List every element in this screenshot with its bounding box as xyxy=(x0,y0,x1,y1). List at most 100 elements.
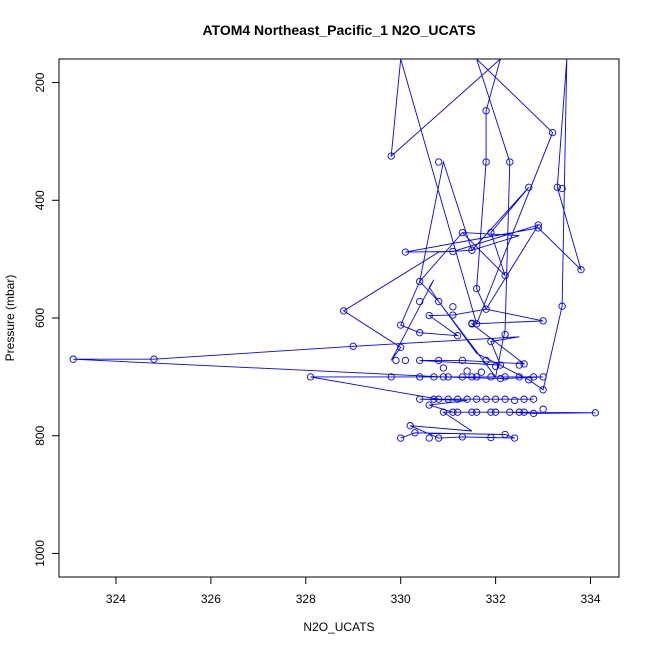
data-point xyxy=(491,362,500,370)
data-point xyxy=(529,409,538,418)
data-point xyxy=(496,361,505,369)
data-point xyxy=(340,307,348,315)
data-point xyxy=(458,373,467,381)
data-point xyxy=(449,247,457,256)
data-point xyxy=(449,408,457,416)
data-point xyxy=(487,433,495,442)
data-point xyxy=(482,158,490,166)
data-point xyxy=(472,320,481,328)
data-point xyxy=(506,408,514,416)
data-point xyxy=(491,395,500,403)
x-tick-label: 332 xyxy=(486,592,506,606)
data-point xyxy=(69,355,77,363)
data-point xyxy=(501,395,509,403)
data-point xyxy=(435,158,443,166)
data-point xyxy=(439,364,448,372)
data-point xyxy=(487,408,495,416)
data-point xyxy=(539,317,547,325)
x-tick-label: 330 xyxy=(391,592,411,606)
data-point xyxy=(482,305,490,313)
data-point xyxy=(487,228,495,237)
data-point xyxy=(416,297,424,306)
data-point xyxy=(482,356,490,365)
data-point xyxy=(515,408,523,416)
data-point xyxy=(387,373,395,381)
data-point xyxy=(439,373,448,381)
data-point xyxy=(416,277,424,286)
data-point xyxy=(453,408,462,416)
y-tick-label: 800 xyxy=(33,425,47,445)
plot-frame xyxy=(58,58,620,578)
data-point xyxy=(548,128,557,137)
x-axis-label: N2O_UCATS xyxy=(303,620,374,634)
data-point xyxy=(397,321,405,329)
y-tick-label: 600 xyxy=(33,308,47,328)
data-point xyxy=(487,373,495,381)
chart-title: ATOM4 Northeast_Pacific_1 N2O_UCATS xyxy=(202,22,475,38)
data-point xyxy=(435,434,443,442)
data-point xyxy=(425,311,433,320)
y-tick-label: 200 xyxy=(33,72,47,92)
data-point xyxy=(482,395,490,403)
data-point xyxy=(411,429,419,437)
data-point xyxy=(416,395,424,403)
data-point xyxy=(435,297,443,306)
data-point xyxy=(501,430,509,439)
y-axis: 200 400 600 800 1000 xyxy=(33,72,60,567)
data-point xyxy=(444,373,452,381)
data-point xyxy=(416,356,424,365)
data-point xyxy=(416,329,424,337)
data-point xyxy=(425,434,433,442)
x-tick-label: 324 xyxy=(106,592,126,606)
data-point xyxy=(444,395,452,403)
data-point xyxy=(534,221,542,229)
data-point xyxy=(425,401,433,409)
data-point xyxy=(439,408,448,416)
y-tick-label: 400 xyxy=(33,190,47,210)
data-point xyxy=(468,319,476,327)
data-point xyxy=(525,183,533,191)
series-line xyxy=(73,59,596,439)
data-point xyxy=(558,302,566,310)
series-layer xyxy=(69,59,599,442)
data-point xyxy=(453,332,462,340)
y-axis-label: Pressure (mbar) xyxy=(3,275,17,362)
data-point xyxy=(397,343,405,352)
data-point xyxy=(401,248,410,256)
data-point xyxy=(472,284,481,293)
data-point xyxy=(349,342,357,350)
data-point xyxy=(558,184,566,193)
data-point xyxy=(529,395,538,403)
data-point xyxy=(525,376,533,384)
data-point xyxy=(515,373,523,381)
data-point xyxy=(539,405,547,413)
data-point xyxy=(577,266,585,274)
data-point xyxy=(458,433,467,441)
data-point xyxy=(435,356,443,365)
data-point xyxy=(515,361,523,369)
y-tick-label: 1000 xyxy=(33,540,47,567)
data-point xyxy=(510,396,519,405)
data-point xyxy=(553,183,561,191)
data-point xyxy=(520,395,528,403)
data-point xyxy=(487,337,495,346)
data-point xyxy=(449,303,457,311)
data-point xyxy=(501,330,509,339)
data-point xyxy=(539,373,547,381)
x-tick-label: 328 xyxy=(296,592,316,606)
data-point xyxy=(496,374,505,383)
data-point xyxy=(401,356,410,365)
data-point xyxy=(472,408,481,416)
data-point xyxy=(534,224,542,232)
data-point xyxy=(387,152,395,160)
x-tick-label: 334 xyxy=(581,592,601,606)
data-point xyxy=(449,311,457,319)
data-point xyxy=(463,367,471,375)
data-point xyxy=(491,408,500,416)
data-point xyxy=(472,395,481,403)
x-axis: 324 326 328 330 332 334 xyxy=(106,576,601,606)
data-point xyxy=(430,373,438,381)
data-point xyxy=(468,408,476,416)
data-point xyxy=(430,395,438,403)
